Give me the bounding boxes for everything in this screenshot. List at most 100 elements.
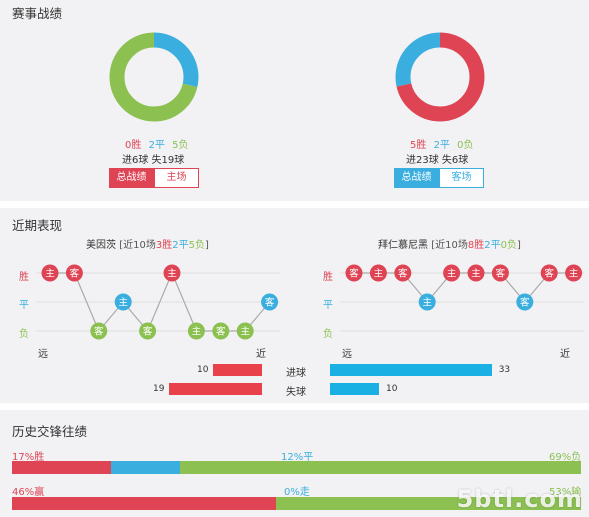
away-game-marker: 客 — [394, 264, 412, 282]
history-row2-mid: 0%走 — [284, 487, 310, 498]
away-goals-against-bar — [330, 383, 379, 395]
home-game-dot — [212, 322, 230, 340]
away-axis-far: 远 — [342, 349, 352, 360]
home-form-line — [50, 271, 271, 333]
goals-against-label: 失球 — [286, 387, 306, 398]
away-game-venue-label: 主 — [569, 268, 579, 280]
home-game-venue-label: 客 — [143, 326, 153, 338]
home-goals-against-bar — [168, 383, 262, 395]
home-form-title: 美因茨 [近10场3胜2平5负] — [86, 236, 209, 251]
away-game-dot — [443, 264, 461, 282]
home-record-tabs: 总战绩 主场 — [109, 168, 199, 188]
away-form-draws: 2平 — [484, 240, 501, 251]
home-team-name: 美因茨 — [86, 240, 116, 251]
away-goals-for-value: 33 — [498, 365, 511, 375]
away-game-marker: 主 — [467, 264, 485, 282]
away-game-marker: 客 — [540, 264, 558, 282]
away-game-venue-label: 客 — [349, 268, 359, 280]
home-game-venue-label: 客 — [94, 326, 104, 338]
watermark-logo: 5btl.com — [456, 485, 583, 513]
home-game-dot — [139, 322, 157, 340]
history-row2-segment-loss — [276, 497, 581, 510]
home-tab-overall[interactable]: 总战绩 — [109, 168, 154, 188]
home-form-draws: 2平 — [172, 240, 189, 251]
away-game-marker: 主 — [565, 264, 583, 282]
away-form-suffix: ] — [516, 240, 521, 251]
home-goals-summary: 进6球 失19球 — [122, 155, 185, 166]
away-record-donut — [395, 32, 485, 122]
away-donut-draw-slice — [395, 32, 485, 122]
away-game-venue-label: 主 — [447, 268, 457, 280]
history-row1-mid: 12%平 — [281, 452, 314, 463]
home-win-count: 0胜 — [125, 140, 142, 151]
home-draw-count: 2平 — [148, 140, 165, 151]
away-game-venue-label: 主 — [422, 297, 432, 309]
away-game-marker: 主 — [418, 293, 436, 311]
away-game-marker: 主 — [369, 264, 387, 282]
away-game-marker: 客 — [516, 293, 534, 311]
away-game-dot — [516, 293, 534, 311]
history-row2-left: 46%赢 — [12, 487, 45, 498]
away-game-venue-label: 主 — [471, 268, 481, 280]
away-win-count: 5胜 — [410, 140, 427, 151]
home-loss-count: 5负 — [172, 140, 189, 151]
away-axis-win: 胜 — [323, 272, 333, 283]
home-goals-for-value: 10 — [197, 365, 209, 375]
away-record-tabs: 总战绩 客场 — [394, 168, 484, 188]
history-row2-bar — [12, 497, 581, 510]
home-form-suffix: ] — [204, 240, 209, 251]
away-loss-count: 0负 — [457, 140, 474, 151]
away-game-dot — [345, 264, 363, 282]
home-game-venue-label: 主 — [118, 297, 128, 309]
away-form-title: 拜仁慕尼黑 [近10场8胜2平0负] — [378, 236, 521, 251]
away-goals-for-bar — [330, 364, 492, 376]
home-game-marker: 客 — [65, 264, 83, 282]
away-goals-summary: 进23球 失6球 — [406, 155, 469, 166]
away-axis-near: 近 — [560, 349, 570, 360]
home-game-dot — [90, 322, 108, 340]
away-form-prefix: [近10场 — [431, 240, 468, 251]
home-game-venue-label: 主 — [167, 268, 177, 280]
goals-for-label: 进球 — [286, 368, 306, 379]
home-game-marker: 主 — [163, 264, 181, 282]
away-tab-overall[interactable]: 总战绩 — [394, 168, 439, 188]
history-row1-segment-draw — [110, 461, 181, 474]
record-section-title: 赛事战绩 — [12, 6, 63, 21]
home-wdl-stats: 0胜 2平 5负 — [125, 136, 189, 151]
home-game-dot — [236, 322, 254, 340]
home-form-chart: 主客客主客主主客主客 — [36, 264, 280, 340]
away-axis-draw: 平 — [323, 300, 333, 311]
away-tab-away[interactable]: 客场 — [439, 168, 484, 188]
home-goals-against-value: 19 — [153, 384, 165, 394]
home-game-dot — [65, 264, 83, 282]
history-row1-left: 17%胜 — [12, 452, 45, 463]
home-game-marker: 客 — [139, 322, 157, 340]
home-game-venue-label: 客 — [265, 297, 275, 309]
away-game-dot — [418, 293, 436, 311]
home-game-venue-label: 主 — [192, 326, 202, 338]
away-draw-count: 2平 — [433, 140, 450, 151]
home-game-marker: 主 — [41, 264, 59, 282]
home-form-wins: 3胜 — [155, 240, 173, 251]
home-tab-home[interactable]: 主场 — [154, 168, 199, 188]
away-form-chart: 客主客主主主客客客主 — [340, 264, 584, 332]
history-row2-segment-win — [12, 497, 277, 510]
home-goals-for-bar — [213, 364, 262, 376]
recent-section-title: 近期表现 — [12, 218, 63, 233]
home-game-dot — [114, 293, 132, 311]
home-game-marker: 客 — [90, 322, 108, 340]
away-game-marker: 主 — [443, 264, 461, 282]
away-game-dot — [565, 264, 583, 282]
away-form-line — [354, 272, 574, 303]
home-game-marker: 客 — [261, 293, 279, 311]
history-row1-bar — [12, 461, 581, 474]
away-game-venue-label: 客 — [496, 268, 506, 280]
home-game-dot — [163, 264, 181, 282]
section-divider — [0, 403, 589, 410]
home-game-dot — [261, 293, 279, 311]
away-wdl-stats: 5胜 2平 0负 — [410, 136, 474, 151]
home-donut-loss-slice — [109, 32, 199, 122]
home-game-dot — [41, 264, 59, 282]
home-game-dot — [187, 322, 205, 340]
away-game-dot — [369, 264, 387, 282]
